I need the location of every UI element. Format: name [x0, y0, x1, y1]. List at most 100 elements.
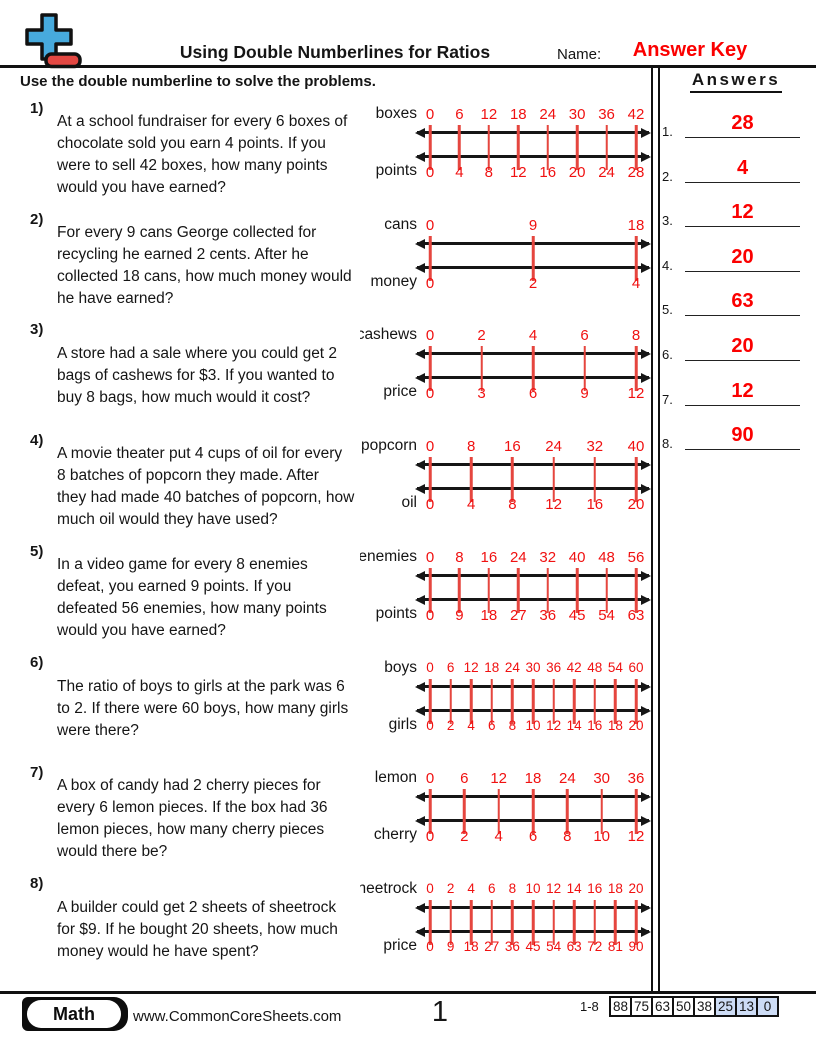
score-cell: 38	[693, 996, 716, 1017]
numberline-value: 42	[627, 106, 645, 123]
numberline-value: 0	[426, 718, 434, 733]
numberline-value: 2	[446, 881, 455, 896]
numberline-value: 0	[426, 660, 434, 675]
answer-blank-line	[685, 226, 800, 228]
numberline-tick	[634, 236, 638, 281]
problem-number: 1)	[30, 100, 44, 117]
numberline-value: 6	[455, 106, 464, 123]
problem-number: 2)	[30, 211, 44, 228]
numberline-tick	[487, 125, 491, 170]
instruction-text: Use the double numberline to solve the p…	[20, 73, 376, 90]
answer-blank-line	[685, 270, 800, 272]
numberline-value: 10	[525, 718, 541, 733]
numberline-value: 12	[509, 164, 527, 181]
numberline-value: 0	[425, 438, 435, 455]
numberline-value: 10	[525, 881, 541, 896]
numberline-value: 90	[628, 939, 644, 954]
numberline-tick	[469, 679, 473, 724]
numberline-value: 0	[426, 939, 434, 954]
answer-row: 7. 12	[658, 380, 810, 408]
numberline-value: 8	[455, 549, 464, 566]
numberline-value: 0	[425, 385, 435, 402]
numberline-value: 36	[546, 660, 562, 675]
numberline-tick	[511, 457, 514, 502]
numberline-tick	[634, 900, 638, 945]
numberline-label: points	[375, 162, 417, 179]
numberline-value: 18	[509, 106, 527, 123]
numberline-tick	[428, 125, 432, 170]
numberline-value: 0	[425, 607, 435, 624]
numberline-tick	[566, 789, 569, 834]
score-cell: 75	[630, 996, 653, 1017]
numberline-value: 48	[587, 660, 603, 675]
numberline-value: 0	[425, 496, 435, 513]
numberline-tick	[634, 679, 638, 724]
numberline-value: 3	[477, 385, 486, 402]
numberline-value: 12	[627, 828, 645, 845]
numberline-value: 6	[580, 327, 589, 344]
numberline-tick	[428, 900, 432, 945]
numberline-value: 2	[446, 718, 455, 733]
numberline-value: 0	[425, 106, 435, 123]
problem-number: 6)	[30, 654, 44, 671]
numberline-arrow-line	[417, 131, 649, 134]
numberline-tick	[428, 789, 432, 834]
answer-row: 1. 28	[658, 112, 810, 140]
problem-number: 4)	[30, 432, 44, 449]
numberline-value: 48	[598, 549, 615, 566]
answer-row: 5. 63	[658, 290, 810, 318]
numberline-tick	[634, 457, 638, 502]
score-cell: 50	[672, 996, 695, 1017]
answer-blank-line	[685, 360, 800, 361]
numberline-tick	[593, 457, 597, 502]
answers-heading: Answers	[660, 70, 812, 93]
numberline-tick	[490, 900, 494, 945]
numberline-value: 12	[627, 385, 645, 402]
numberline-value: 6	[488, 718, 496, 733]
numberline-value: 54	[546, 939, 562, 954]
problem-number: 5)	[30, 543, 44, 560]
problem-text: A movie theater put 4 cups of oil for ev…	[57, 445, 355, 528]
answer-number: 7.	[662, 391, 673, 407]
double-numberline: lemon cherry 0 0 6 2 12 4 18 6 24 8 30 10 36 12	[360, 768, 652, 848]
numberline-value: 6	[488, 881, 496, 896]
problem-block: 1) At a school fundraiser for every 6 box…	[0, 100, 650, 210]
numberline-tick	[575, 125, 579, 170]
numberline-value: 2	[528, 275, 538, 292]
numberline-label: sheetrock	[360, 880, 417, 897]
numberline-value: 40	[568, 549, 586, 566]
numberline-label: oil	[401, 494, 417, 511]
numberline-value: 27	[509, 607, 527, 624]
numberline-value: 0	[425, 275, 435, 292]
numberline-value: 12	[490, 770, 507, 787]
numberline-tick	[531, 346, 535, 391]
numberline-value: 81	[607, 939, 623, 954]
numberline-value: 16	[586, 496, 604, 513]
numberline-value: 6	[460, 770, 469, 787]
numberline-value: 8	[631, 327, 641, 344]
numberline-tick	[469, 457, 473, 502]
page-number: 1	[431, 996, 449, 1028]
numberline-tick	[634, 789, 638, 834]
numberline-value: 2	[477, 327, 486, 344]
double-numberline: cashews price 0 0 2 3 4 6 6 9 8 12	[360, 325, 652, 405]
numberline-value: 4	[631, 275, 641, 292]
problem-block: 6) The ratio of boys to girls at the park…	[0, 654, 650, 764]
numberline-value: 36	[539, 607, 557, 624]
double-numberline: popcorn oil 0 0 8 4 16 8 24 12 32 16 40 20	[360, 436, 652, 516]
numberline-value: 0	[425, 327, 435, 344]
numberline-value: 24	[545, 438, 562, 455]
numberline-tick	[487, 568, 491, 613]
answer-row: 6. 20	[658, 335, 810, 363]
numberline-tick	[511, 679, 514, 724]
problem-number: 3)	[30, 321, 44, 338]
answer-value: 90	[731, 424, 754, 447]
numberline-tick	[614, 679, 617, 724]
numberline-value: 4	[494, 828, 503, 845]
numberline-tick	[593, 679, 597, 724]
answer-number: 2.	[662, 168, 673, 184]
page-title: Using Double Numberlines for Ratios	[179, 42, 491, 62]
numberline-tick	[614, 900, 617, 945]
score-cell: 88	[609, 996, 632, 1017]
numberline-value: 9	[446, 939, 455, 954]
